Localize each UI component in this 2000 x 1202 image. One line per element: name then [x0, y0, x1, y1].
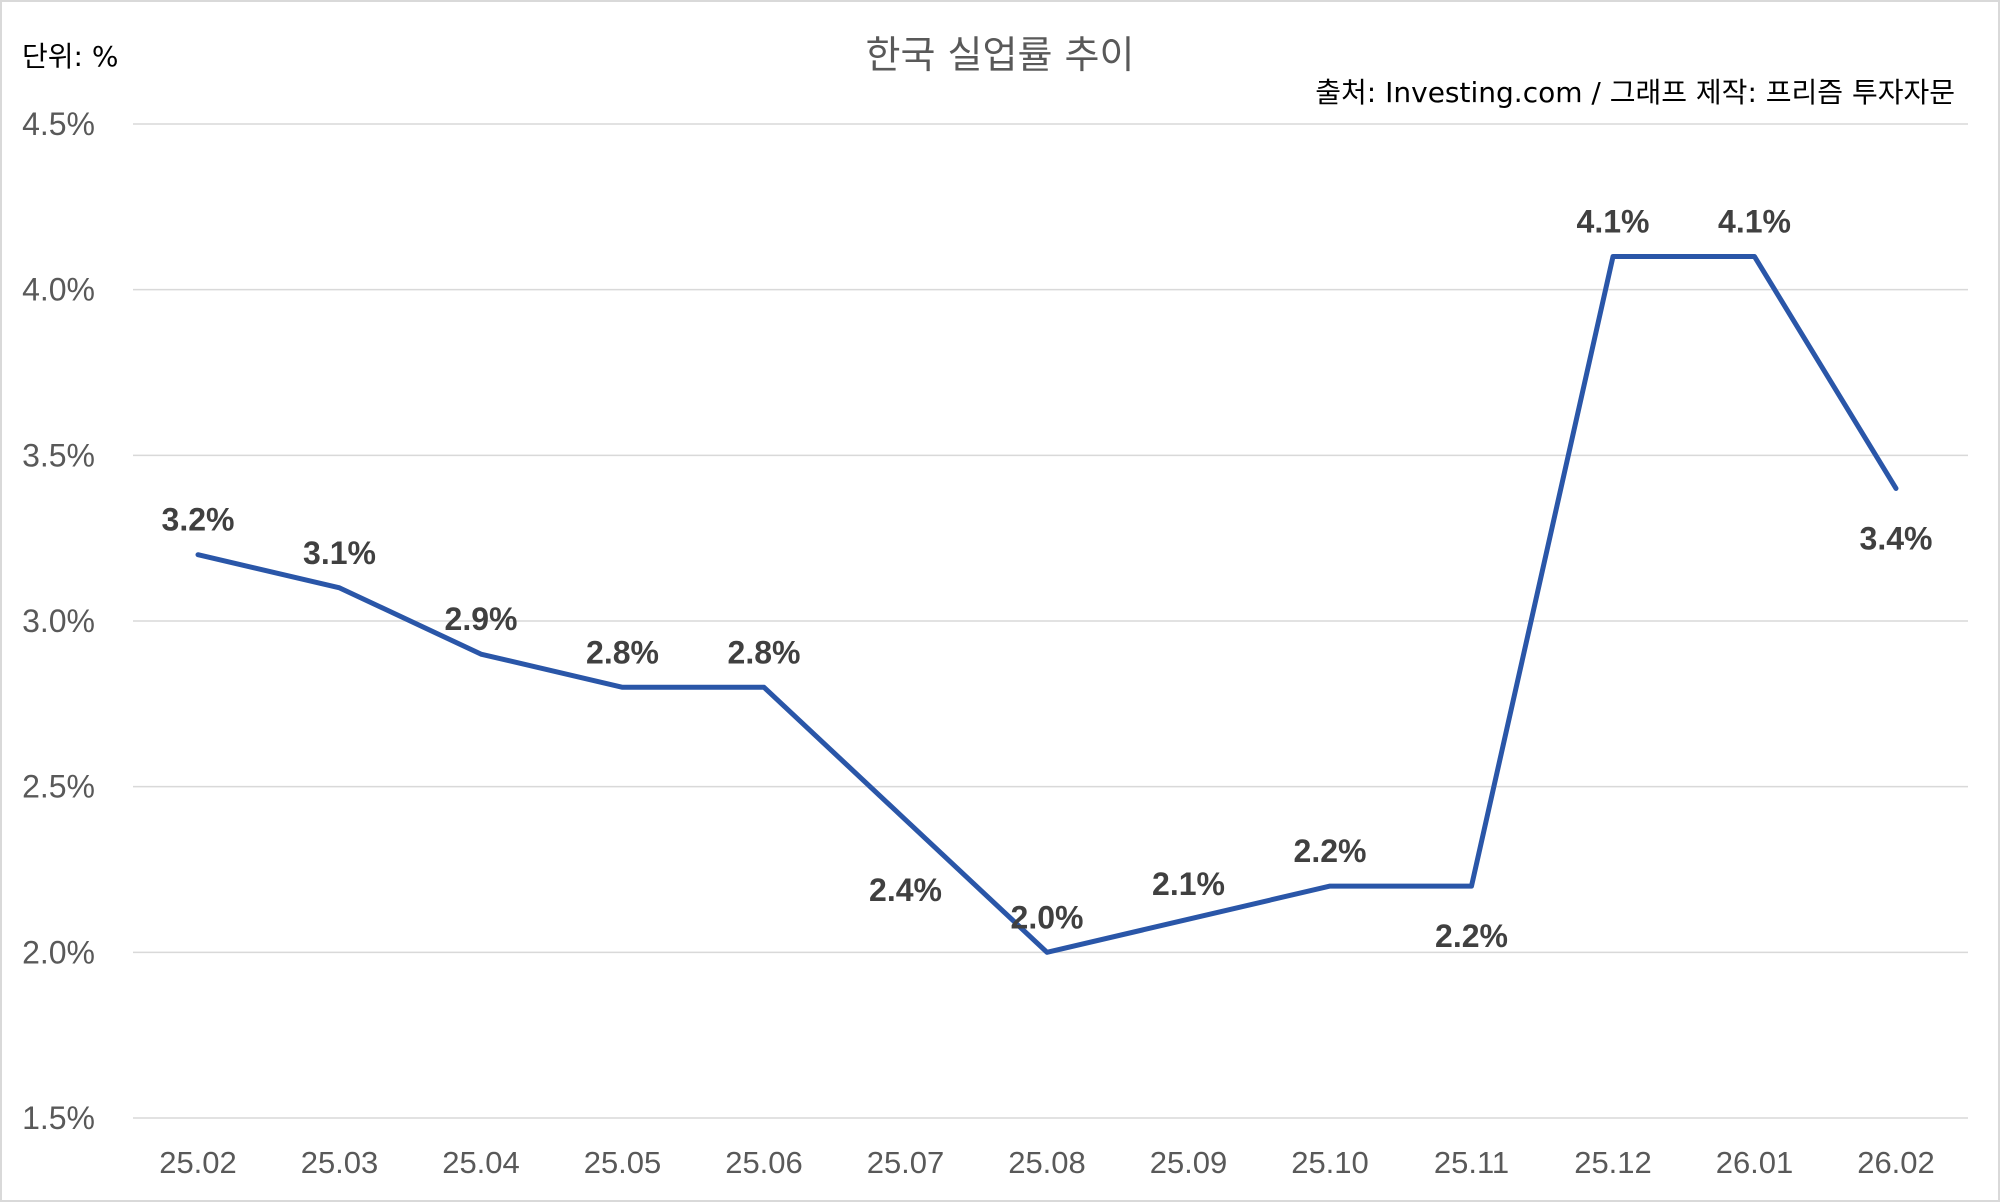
x-tick-label: 26.01 [1716, 1145, 1794, 1180]
x-tick-label: 25.09 [1150, 1145, 1228, 1180]
data-point [1895, 487, 1897, 490]
data-labels: 3.2% 3.1% 2.9% 2.8% 2.8% 2.4% 2.0% 2.1% 2.2% 2.2%… [162, 204, 1933, 955]
data-label: 4.1% [1577, 204, 1650, 240]
data-label: 2.8% [586, 634, 659, 670]
unit-label: 단위: % [22, 40, 118, 73]
x-tick-label: 25.06 [725, 1145, 803, 1180]
data-point [197, 553, 199, 556]
data-label: 2.9% [445, 601, 518, 637]
data-point [1470, 885, 1473, 888]
data-label: 2.8% [728, 634, 801, 670]
x-tick-label: 25.02 [159, 1145, 237, 1180]
data-label: 2.2% [1294, 833, 1367, 869]
x-tick-label: 25.12 [1574, 1145, 1652, 1180]
data-label: 4.1% [1718, 204, 1791, 240]
data-label: 2.0% [1011, 899, 1084, 935]
data-point [1612, 255, 1614, 258]
y-tick-label: 4.0% [22, 272, 95, 308]
data-label: 2.2% [1435, 918, 1508, 954]
y-tick-label: 2.5% [22, 769, 95, 805]
x-tick-label: 25.05 [584, 1145, 662, 1180]
x-tick-label: 25.03 [301, 1145, 379, 1180]
data-point [1046, 951, 1048, 954]
data-point [621, 686, 624, 689]
data-label: 3.1% [303, 535, 376, 571]
data-label: 2.4% [869, 872, 942, 908]
source-note: 출처: Investing.com / 그래프 제작: 프리즘 투자자문 [1315, 76, 1955, 109]
y-tick-label: 3.5% [22, 437, 95, 473]
y-tick-label: 4.5% [22, 106, 95, 142]
x-tick-label: 25.11 [1434, 1145, 1509, 1180]
data-point [763, 686, 765, 689]
data-point [1187, 918, 1190, 921]
series [195, 254, 1899, 955]
y-tick-label: 3.0% [22, 603, 95, 639]
data-point [480, 653, 482, 656]
data-point [338, 586, 341, 589]
data-point [1329, 885, 1331, 888]
x-tick-label: 25.04 [442, 1145, 520, 1180]
data-label: 3.4% [1860, 520, 1933, 556]
x-axis-ticks: 25.02 25.03 25.04 25.05 25.06 25.07 25.08 25.09… [159, 1145, 1935, 1180]
data-point [904, 818, 907, 821]
chart-title: 한국 실업률 추이 [866, 33, 1135, 77]
data-label: 3.2% [162, 502, 235, 538]
gridlines [133, 123, 1968, 1119]
y-tick-label: 1.5% [22, 1100, 95, 1136]
x-tick-label: 25.10 [1291, 1145, 1369, 1180]
data-label: 2.1% [1152, 866, 1225, 902]
y-tick-label: 2.0% [22, 934, 95, 970]
x-tick-label: 25.07 [867, 1145, 945, 1180]
y-axis-ticks: 1.5% 2.0% 2.5% 3.0% 3.5% 4.0% 4.5% [22, 106, 95, 1136]
data-point [1753, 255, 1756, 258]
x-tick-label: 26.02 [1857, 1145, 1935, 1180]
x-tick-label: 25.08 [1008, 1145, 1086, 1180]
